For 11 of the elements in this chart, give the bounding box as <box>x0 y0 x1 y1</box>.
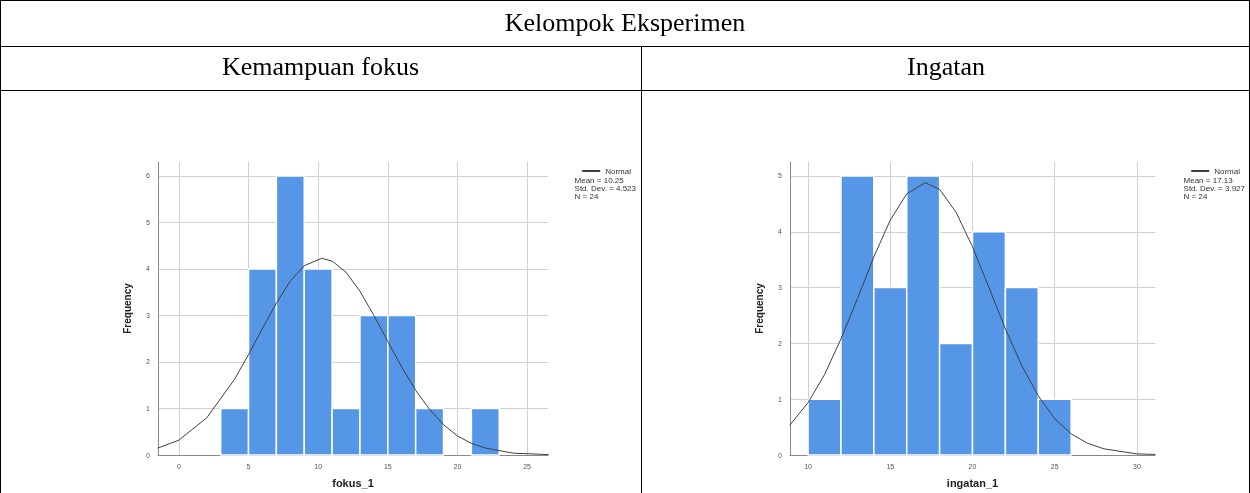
legend-label: Normal <box>605 166 632 176</box>
y-axis-title: Frequency <box>753 282 765 334</box>
legend-label: Normal <box>1214 166 1241 176</box>
x-axis-title: fokus_1 <box>332 476 374 489</box>
text: Kelompok Eksperimen <box>503 8 747 38</box>
x-axis-title: ingatan_1 <box>946 476 999 489</box>
y-axis-title: Frequency <box>121 282 133 334</box>
text: Mean = 17.13 Std. Dev. = 3.927 N = 24 <box>1183 175 1246 201</box>
chart-title: Kemampuan fokus <box>220 52 421 82</box>
text: Mean = 10.25 Std. Dev. = 4.523 N = 24 <box>574 175 637 201</box>
chart-title: Ingatan <box>906 52 986 82</box>
